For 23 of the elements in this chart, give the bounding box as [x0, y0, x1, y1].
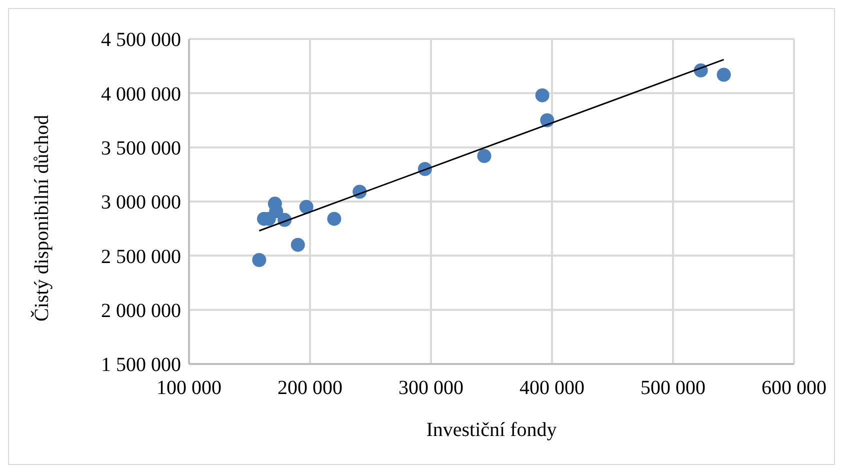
point: [269, 204, 284, 218]
x-tick-label: 400 000: [520, 377, 584, 400]
y-tick-label: 3 000 000: [101, 192, 181, 214]
x-tick-label: 100 000: [156, 377, 222, 400]
y-tick-label: 2 500 000: [101, 246, 181, 268]
point: [327, 212, 342, 226]
x-tick-label: 200 000: [278, 377, 342, 400]
point: [290, 238, 305, 252]
point: [716, 68, 731, 82]
point: [252, 253, 266, 267]
y-tick-label: 3 500 000: [101, 137, 181, 160]
x-axis-title: Investiční fondy: [426, 419, 557, 441]
x-tick-label: 600 000: [762, 377, 826, 400]
point: [299, 200, 314, 214]
x-tick-label: 500 000: [640, 377, 706, 400]
y-axis-title: Čistý disponibilní důchod: [30, 114, 54, 322]
point: [477, 149, 492, 163]
y-tick-label: 1 500 000: [101, 354, 181, 376]
point: [535, 88, 550, 102]
y-tick-label: 4 500 000: [101, 29, 181, 52]
y-tick-label: 4 000 000: [101, 83, 181, 106]
x-tick-label: 300 000: [398, 377, 464, 400]
y-tick-label: 2 000 000: [101, 300, 181, 322]
